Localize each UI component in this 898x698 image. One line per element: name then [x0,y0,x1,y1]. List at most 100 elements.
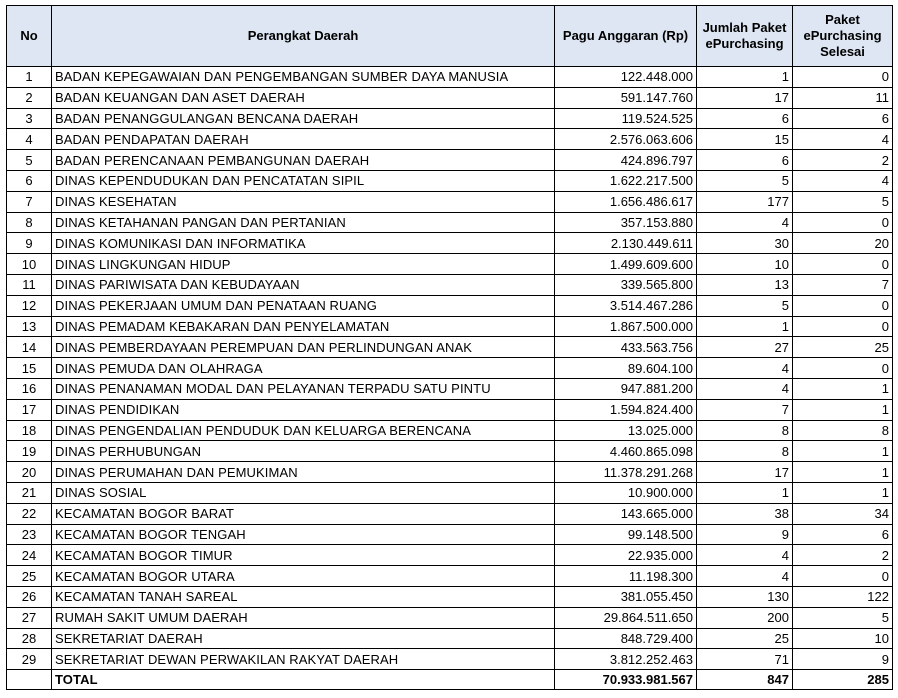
row-number: 1 [6,66,52,88]
row-number: 9 [6,232,52,255]
paket-selesai-cell: 0 [792,315,893,338]
perangkat-daerah-cell: SEKRETARIAT DEWAN PERWAKILAN RAKYAT DAER… [51,648,555,671]
pagu-anggaran-cell: 1.867.500.000 [554,315,697,338]
paket-selesai-cell: 20 [792,232,893,255]
jumlah-paket-cell: 9 [696,523,793,546]
paket-selesai-cell: 0 [792,211,893,234]
pagu-anggaran-cell: 1.594.824.400 [554,398,697,421]
row-number: 13 [6,315,52,338]
row-number: 23 [6,523,52,546]
perangkat-daerah-cell: DINAS KETAHANAN PANGAN DAN PERTANIAN [51,211,555,234]
pagu-anggaran-cell: 381.055.450 [554,585,697,608]
jumlah-paket-cell: 15 [696,128,793,151]
paket-selesai-cell: 10 [792,627,893,650]
jumlah-paket-cell: 177 [696,190,793,213]
table-row: 29 SEKRETARIAT DEWAN PERWAKILAN RAKYAT DA… [6,648,893,671]
perangkat-daerah-cell: DINAS PENGENDALIAN PENDUDUK DAN KELUARGA… [51,419,555,442]
pagu-anggaran-cell: 3.812.252.463 [554,648,697,671]
perangkat-daerah-cell: RUMAH SAKIT UMUM DAERAH [51,606,555,629]
jumlah-paket-cell: 30 [696,232,793,255]
table-row: 20 DINAS PERUMAHAN DAN PEMUKIMAN 11.378.29… [6,461,893,483]
paket-selesai-cell: 1 [792,377,893,400]
row-number: 7 [6,190,52,213]
row-number: 2 [6,86,52,109]
pagu-anggaran-cell: 22.935.000 [554,544,697,567]
row-number: 29 [6,648,52,671]
header-jumlah-paket: Jumlah Paket ePurchasing [696,5,793,67]
row-number: 11 [6,273,52,296]
pagu-anggaran-cell: 424.896.797 [554,149,697,171]
pagu-anggaran-cell: 29.864.511.650 [554,606,697,629]
paket-selesai-cell: 25 [792,336,893,359]
perangkat-daerah-cell: BADAN KEPEGAWAIAN DAN PENGEMBANGAN SUMBE… [51,66,555,88]
table-row: 7 DINAS KESEHATAN 1.656.486.617 177 5 [6,190,893,213]
table-row: 6 DINAS KEPENDUDUKAN DAN PENCATATAN SIPIL… [6,169,893,192]
paket-selesai-cell: 0 [792,253,893,275]
jumlah-paket-cell: 8 [696,440,793,463]
perangkat-daerah-cell: BADAN PENDAPATAN DAERAH [51,128,555,151]
row-number: 6 [6,169,52,192]
total-pagu: 70.933.981.567 [554,669,697,691]
jumlah-paket-cell: 1 [696,481,793,504]
perangkat-daerah-cell: DINAS KOMUNIKASI DAN INFORMATIKA [51,232,555,255]
paket-selesai-cell: 0 [792,66,893,88]
table-body: 1 BADAN KEPEGAWAIAN DAN PENGEMBANGAN SUMB… [6,66,893,671]
total-selesai: 285 [792,669,893,691]
row-number: 5 [6,149,52,171]
table-row: 10 DINAS LINGKUNGAN HIDUP 1.499.609.600 10 0 [6,253,893,275]
perangkat-daerah-cell: DINAS PARIWISATA DAN KEBUDAYAAN [51,273,555,296]
row-number: 26 [6,585,52,608]
pagu-anggaran-cell: 143.665.000 [554,502,697,525]
perangkat-daerah-cell: BADAN KEUANGAN DAN ASET DAERAH [51,86,555,109]
jumlah-paket-cell: 71 [696,648,793,671]
table-row: 21 DINAS SOSIAL 10.900.000 1 1 [6,481,893,504]
jumlah-paket-cell: 10 [696,253,793,275]
jumlah-paket-cell: 6 [696,149,793,171]
jumlah-paket-cell: 4 [696,565,793,587]
table-row: 11 DINAS PARIWISATA DAN KEBUDAYAAN 339.565… [6,273,893,296]
pagu-anggaran-cell: 339.565.800 [554,273,697,296]
table-row: 18 DINAS PENGENDALIAN PENDUDUK DAN KELUAR… [6,419,893,442]
paket-selesai-cell: 9 [792,648,893,671]
table-row: 26 KECAMATAN TANAH SAREAL 381.055.450 130 12… [6,585,893,608]
pagu-anggaran-cell: 357.153.880 [554,211,697,234]
pagu-anggaran-cell: 10.900.000 [554,481,697,504]
jumlah-paket-cell: 5 [696,294,793,317]
paket-selesai-cell: 2 [792,544,893,567]
perangkat-daerah-cell: DINAS PEMUDA DAN OLAHRAGA [51,357,555,379]
perangkat-daerah-cell: DINAS PEMBERDAYAAN PEREMPUAN DAN PERLIND… [51,336,555,359]
table-row: 1 BADAN KEPEGAWAIAN DAN PENGEMBANGAN SUMB… [6,66,893,88]
header-row: No Perangkat Daerah Pagu Anggaran (Rp) J… [6,5,893,67]
pagu-anggaran-cell: 4.460.865.098 [554,440,697,463]
total-label: TOTAL [51,669,555,691]
jumlah-paket-cell: 1 [696,315,793,338]
row-number: 14 [6,336,52,359]
table-row: 28 SEKRETARIAT DAERAH 848.729.400 25 10 [6,627,893,650]
pagu-anggaran-cell: 1.622.217.500 [554,169,697,192]
table-row: 15 DINAS PEMUDA DAN OLAHRAGA 89.604.100 4 0 [6,357,893,379]
table-row: 24 KECAMATAN BOGOR TIMUR 22.935.000 4 2 [6,544,893,567]
paket-selesai-cell: 5 [792,190,893,213]
jumlah-paket-cell: 7 [696,398,793,421]
pagu-anggaran-cell: 591.147.760 [554,86,697,109]
row-number: 28 [6,627,52,650]
perangkat-daerah-cell: BADAN PENANGGULANGAN BENCANA DAERAH [51,107,555,130]
row-number: 27 [6,606,52,629]
paket-selesai-cell: 1 [792,481,893,504]
row-number: 12 [6,294,52,317]
jumlah-paket-cell: 8 [696,419,793,442]
epurchasing-table: No Perangkat Daerah Pagu Anggaran (Rp) J… [6,5,893,691]
perangkat-daerah-cell: DINAS SOSIAL [51,481,555,504]
paket-selesai-cell: 1 [792,461,893,483]
row-number: 4 [6,128,52,151]
perangkat-daerah-cell: BADAN PERENCANAAN PEMBANGUNAN DAERAH [51,149,555,171]
jumlah-paket-cell: 25 [696,627,793,650]
table-row: 13 DINAS PEMADAM KEBAKARAN DAN PENYELAMAT… [6,315,893,338]
paket-selesai-cell: 122 [792,585,893,608]
perangkat-daerah-cell: KECAMATAN BOGOR BARAT [51,502,555,525]
paket-selesai-cell: 6 [792,523,893,546]
header-no: No [6,5,52,67]
perangkat-daerah-cell: DINAS KESEHATAN [51,190,555,213]
paket-selesai-cell: 2 [792,149,893,171]
header-pagu-anggaran: Pagu Anggaran (Rp) [554,5,697,67]
